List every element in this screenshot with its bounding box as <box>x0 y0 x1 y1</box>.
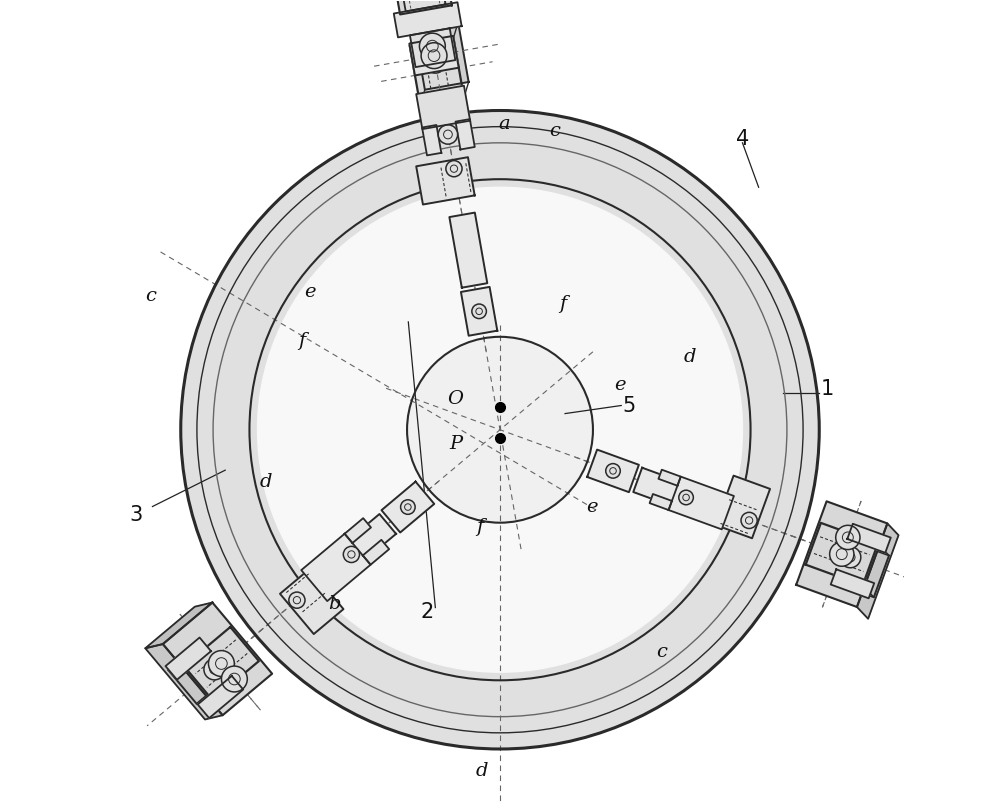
Polygon shape <box>633 468 709 517</box>
Polygon shape <box>345 518 371 543</box>
Polygon shape <box>168 631 243 704</box>
Polygon shape <box>400 0 446 11</box>
Circle shape <box>289 592 305 608</box>
Circle shape <box>258 187 742 672</box>
Text: 5: 5 <box>623 396 636 415</box>
Polygon shape <box>796 501 887 607</box>
Polygon shape <box>410 38 464 105</box>
Text: a: a <box>498 115 510 133</box>
Polygon shape <box>394 2 462 37</box>
Circle shape <box>421 43 447 69</box>
Text: 4: 4 <box>736 129 749 148</box>
Text: c: c <box>550 122 560 139</box>
Polygon shape <box>166 637 211 680</box>
Text: d: d <box>476 762 488 780</box>
Circle shape <box>425 52 446 73</box>
Polygon shape <box>669 477 734 530</box>
Circle shape <box>606 464 620 478</box>
Circle shape <box>836 526 860 550</box>
Polygon shape <box>145 644 223 719</box>
Polygon shape <box>363 540 389 564</box>
Polygon shape <box>184 627 259 700</box>
Polygon shape <box>456 119 475 149</box>
Circle shape <box>446 161 462 177</box>
Polygon shape <box>388 0 452 15</box>
Circle shape <box>401 500 415 514</box>
Text: P: P <box>449 436 462 453</box>
Text: 2: 2 <box>421 602 434 621</box>
Polygon shape <box>857 523 899 619</box>
Polygon shape <box>280 569 343 634</box>
Polygon shape <box>831 569 874 599</box>
Polygon shape <box>414 22 469 90</box>
Text: f: f <box>298 332 306 350</box>
Polygon shape <box>650 494 672 510</box>
Polygon shape <box>163 603 272 715</box>
Text: O: O <box>448 390 464 408</box>
Circle shape <box>419 33 445 59</box>
Circle shape <box>204 659 225 680</box>
Polygon shape <box>145 603 212 648</box>
Polygon shape <box>325 514 396 580</box>
Circle shape <box>343 547 359 563</box>
Circle shape <box>407 337 593 523</box>
Circle shape <box>679 490 693 504</box>
Circle shape <box>830 542 854 566</box>
Polygon shape <box>449 212 487 288</box>
Polygon shape <box>410 28 455 67</box>
Polygon shape <box>461 287 497 336</box>
Polygon shape <box>806 523 878 586</box>
Polygon shape <box>817 534 889 597</box>
Text: e: e <box>586 497 598 516</box>
Polygon shape <box>847 524 891 553</box>
Circle shape <box>221 666 247 692</box>
Text: c: c <box>656 643 667 661</box>
Text: d: d <box>259 474 272 491</box>
Text: f: f <box>476 517 483 536</box>
Polygon shape <box>381 482 434 533</box>
Text: 3: 3 <box>130 504 143 525</box>
Polygon shape <box>198 676 243 718</box>
Polygon shape <box>587 449 639 492</box>
Text: 1: 1 <box>821 380 834 399</box>
Polygon shape <box>422 125 441 156</box>
Circle shape <box>741 513 757 529</box>
Circle shape <box>181 110 819 749</box>
Circle shape <box>208 650 234 676</box>
Text: f: f <box>559 295 567 314</box>
Text: c: c <box>145 287 156 306</box>
Polygon shape <box>416 86 470 129</box>
Text: b: b <box>328 594 341 612</box>
Polygon shape <box>416 157 475 204</box>
Polygon shape <box>658 470 681 486</box>
Circle shape <box>472 304 486 319</box>
Polygon shape <box>409 36 459 75</box>
Text: d: d <box>684 348 696 366</box>
Text: e: e <box>304 283 316 302</box>
Circle shape <box>840 547 861 568</box>
Polygon shape <box>301 534 371 601</box>
Polygon shape <box>716 475 770 539</box>
Text: e: e <box>614 376 625 394</box>
Circle shape <box>438 125 458 144</box>
